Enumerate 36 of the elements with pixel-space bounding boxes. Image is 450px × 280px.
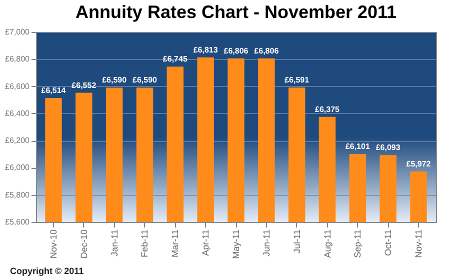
y-tick-label: £5,600 (5, 218, 30, 226)
text: Copyright © 2011 (10, 266, 84, 276)
chart-title: Annuity Rates Chart - November 2011 (75, 2, 397, 22)
y-tick-label: £6,400 (5, 108, 30, 118)
data-label: £5,972 (406, 160, 432, 169)
x-tick-label: Nov-10 (48, 230, 58, 259)
x-tick-label: Feb-11 (140, 230, 150, 258)
y-tick-label: £7,000 (5, 28, 30, 36)
data-label: £6,745 (162, 54, 188, 64)
x-tick-label: Nov-11 (414, 230, 424, 258)
x-tick-label: Dec-10 (78, 230, 89, 259)
x-tick-label: Jul-11 (292, 230, 302, 254)
y-tick-label: £5,800 (5, 190, 30, 200)
y-tick-label: £6,600 (5, 82, 30, 91)
x-tick-label: Aug-11 (322, 230, 332, 258)
data-label: £6,590 (102, 76, 128, 85)
x-tick-label: Sep-11 (352, 230, 363, 258)
data-label: £6,375 (315, 104, 340, 114)
x-tick-label: Mar-11 (170, 230, 180, 258)
data-label: £6,590 (132, 76, 158, 85)
data-label: £6,093 (376, 143, 401, 152)
x-tick-label: Apr-11 (200, 230, 211, 256)
y-tick-label: £6,000 (5, 163, 30, 172)
data-label: £6,101 (345, 142, 370, 152)
data-label: £6,552 (72, 80, 97, 90)
data-label: £6,813 (193, 45, 218, 54)
x-tick-label: Jun-11 (261, 230, 272, 256)
data-label: £6,806 (254, 46, 280, 56)
data-label: £6,591 (284, 76, 310, 85)
x-tick-label: Jan-11 (109, 230, 120, 256)
y-tick-label: £6,800 (5, 54, 30, 64)
data-label: £6,514 (41, 86, 66, 95)
y-tick-label: £6,200 (5, 136, 30, 146)
x-tick-label: Oct-11 (383, 230, 394, 256)
x-tick-label: May-11 (231, 230, 241, 259)
data-label: £6,806 (224, 46, 249, 56)
